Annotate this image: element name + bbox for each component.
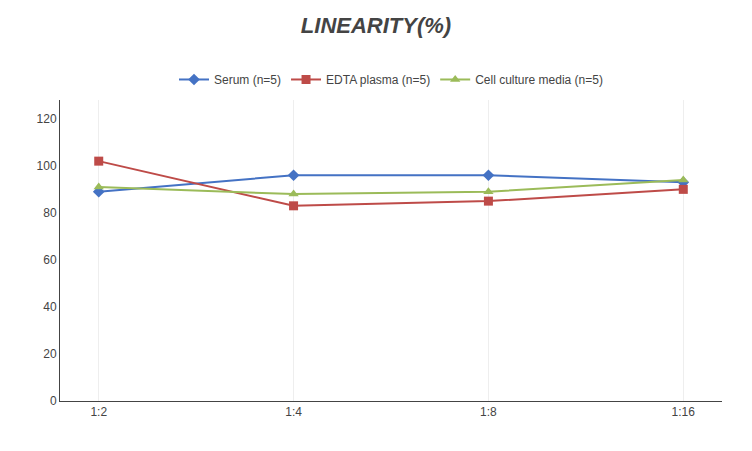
svg-text:0: 0 bbox=[50, 394, 57, 408]
svg-text:Serum (n=5): Serum (n=5) bbox=[214, 73, 281, 87]
svg-text:80: 80 bbox=[43, 206, 57, 220]
svg-text:Cell culture media (n=5): Cell culture media (n=5) bbox=[475, 73, 603, 87]
svg-text:1:4: 1:4 bbox=[285, 405, 302, 419]
svg-text:60: 60 bbox=[43, 253, 57, 267]
svg-text:100: 100 bbox=[37, 159, 57, 173]
svg-text:EDTA plasma (n=5): EDTA plasma (n=5) bbox=[326, 73, 430, 87]
svg-text:1:2: 1:2 bbox=[90, 405, 107, 419]
svg-text:120: 120 bbox=[37, 112, 57, 126]
svg-text:20: 20 bbox=[43, 347, 57, 361]
svg-text:1:8: 1:8 bbox=[480, 405, 497, 419]
svg-text:40: 40 bbox=[43, 300, 57, 314]
svg-text:LINEARITY(%): LINEARITY(%) bbox=[301, 13, 451, 38]
svg-text:1:16: 1:16 bbox=[672, 405, 696, 419]
